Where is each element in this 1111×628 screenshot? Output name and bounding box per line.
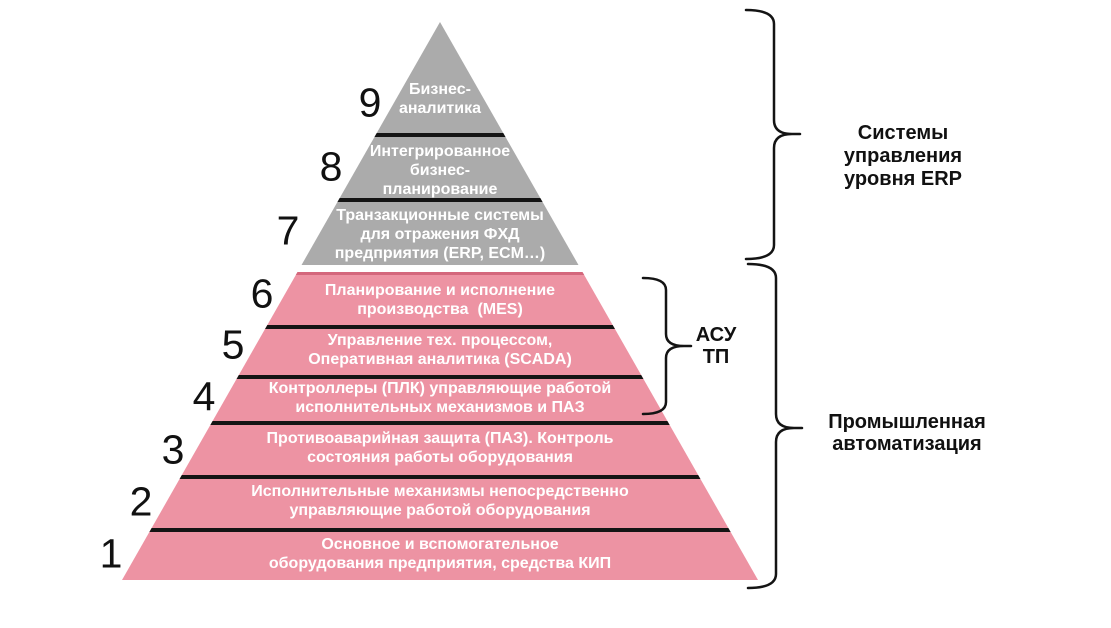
level-7-text: Транзакционные системы для отражения ФХД… bbox=[334, 207, 546, 262]
level-6-text: Планирование и исполнение производства (… bbox=[324, 282, 556, 318]
divider-5-4 bbox=[122, 375, 758, 379]
level-9-text: Бизнес- аналитика bbox=[398, 81, 482, 117]
asu-tp-label: АСУ ТП bbox=[695, 324, 737, 368]
divider-3-2 bbox=[122, 475, 758, 479]
level-3-text: Противоаварийная защита (ПАЗ). Контроль … bbox=[266, 430, 614, 466]
erp-systems-label: Системы управления уровня ERP bbox=[843, 122, 963, 190]
divider-9-8 bbox=[122, 133, 758, 137]
level-6-number: 6 bbox=[250, 270, 274, 317]
level-8-number: 8 bbox=[319, 143, 343, 190]
level-4-text: Контроллеры (ПЛК) управляющие работой ис… bbox=[268, 380, 612, 416]
level-4-number: 4 bbox=[192, 373, 216, 420]
level-5-text: Управление тех. процессом, Оперативная а… bbox=[308, 332, 572, 368]
automation-section-top-edge bbox=[122, 272, 758, 275]
erp-brace bbox=[744, 8, 802, 261]
level-5-number: 5 bbox=[221, 321, 245, 368]
pyramid: Бизнес- аналитика Интегрированное бизнес… bbox=[122, 22, 758, 580]
level-2-number: 2 bbox=[129, 478, 153, 525]
industrial-automation-label: Промышленная автоматизация bbox=[828, 411, 986, 455]
industrial-automation-brace bbox=[746, 262, 804, 590]
level-3-number: 3 bbox=[161, 426, 185, 473]
level-7-number: 7 bbox=[276, 207, 300, 254]
divider-6-5 bbox=[122, 325, 758, 329]
level-8-text: Интегрированное бизнес- планирование bbox=[369, 143, 511, 198]
divider-4-3 bbox=[122, 421, 758, 425]
divider-2-1 bbox=[122, 528, 758, 532]
level-1-text: Основное и вспомогательное оборудования … bbox=[268, 536, 612, 572]
divider-8-7 bbox=[122, 198, 758, 202]
level-2-text: Исполнительные механизмы непосредственно… bbox=[251, 483, 629, 519]
level-1-number: 1 bbox=[99, 530, 123, 577]
level-9-number: 9 bbox=[358, 79, 382, 126]
